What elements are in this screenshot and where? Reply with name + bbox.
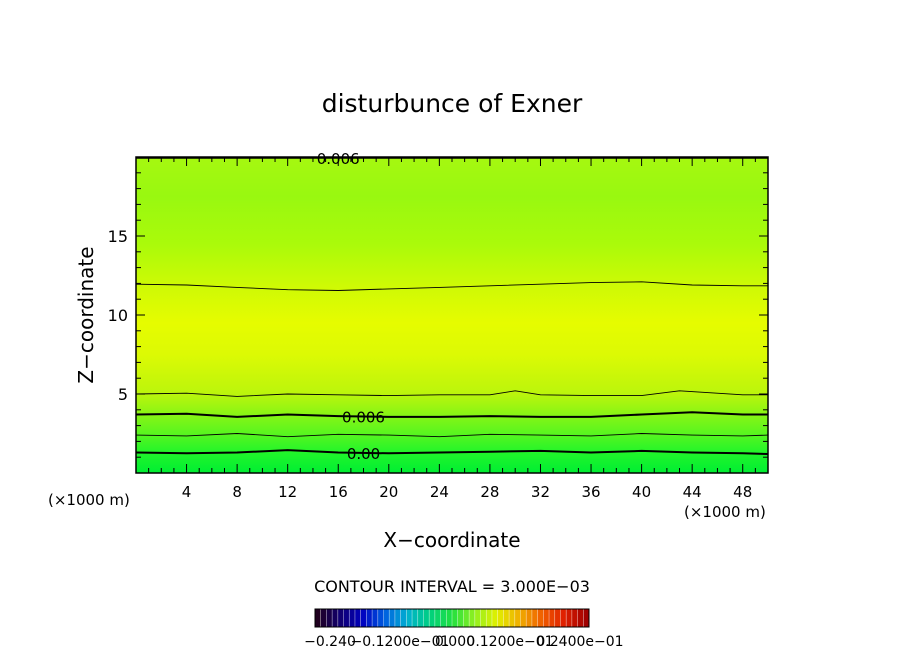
- colorbar-label: 0.1200e−01: [466, 634, 553, 650]
- colorbar-cell: [549, 609, 555, 627]
- colorbar-cell: [531, 609, 538, 627]
- x-tick-label: 20: [379, 483, 398, 501]
- colorbar: [314, 609, 589, 627]
- colorbar-cell: [320, 609, 327, 627]
- x-tick-label: 8: [232, 483, 242, 501]
- y-tick-labels: 5 10 15: [108, 227, 128, 404]
- contour-interval-text: CONTOUR INTERVAL = 3.000E−03: [314, 577, 590, 596]
- colorbar-cell: [566, 609, 572, 627]
- colorbar-cell: [560, 609, 567, 627]
- x-tick-label: 40: [632, 483, 651, 501]
- colorbar-cell: [509, 609, 515, 627]
- colorbar-cell: [457, 609, 464, 627]
- colorbar-cell: [486, 609, 492, 627]
- colorbar-cell: [337, 609, 344, 627]
- colorbar-label: −0.240: [304, 634, 356, 650]
- x-tick-label: 12: [278, 483, 297, 501]
- colorbar-cell: [480, 609, 487, 627]
- colorbar-cell: [440, 609, 447, 627]
- colorbar-cell: [497, 609, 504, 627]
- contour-line-4: [136, 281, 768, 291]
- colorbar-labels: −0.240−0.1200e−010.0000.1200e−010.2400e−…: [304, 634, 623, 650]
- y-tick-label: 5: [118, 385, 128, 404]
- colorbar-cell: [372, 609, 378, 627]
- x-tick-labels: 4 8 12 16 20 24 28 32 36 40 44 48: [182, 483, 752, 501]
- colorbar-cell: [377, 609, 384, 627]
- colorbar-cell: [332, 609, 338, 627]
- colorbar-cell: [503, 609, 510, 627]
- colorbar-cell: [394, 609, 401, 627]
- colorbar-label: −0.1200e−01: [351, 634, 450, 650]
- x-axis-label: X−coordinate: [383, 528, 520, 552]
- colorbar-cell: [491, 609, 498, 627]
- colorbar-cell: [571, 609, 578, 627]
- colorbar-cell: [326, 609, 333, 627]
- colorbar-cell: [554, 609, 561, 627]
- colorbar-cell: [469, 609, 475, 627]
- contour-line-3: [136, 390, 768, 397]
- colorbar-cell: [412, 609, 418, 627]
- colorbar-cell: [343, 609, 350, 627]
- contour-line-0: [136, 449, 768, 455]
- y-tick-label: 15: [108, 227, 128, 246]
- colorbar-cell: [520, 609, 527, 627]
- colorbar-cell: [429, 609, 435, 627]
- x-tick-label: 32: [531, 483, 550, 501]
- colorbar-cell: [400, 609, 407, 627]
- y-axis-label: Z−coordinate: [74, 246, 98, 383]
- contour-line-2: [136, 411, 768, 418]
- colorbar-cell: [366, 609, 373, 627]
- colorbar-cell: [474, 609, 481, 627]
- y-tick-label: 10: [108, 306, 128, 325]
- colorbar-cell: [452, 609, 458, 627]
- colorbar-label: 0.000: [435, 634, 475, 650]
- colorbar-cell: [389, 609, 395, 627]
- colorbar-cell: [423, 609, 430, 627]
- axis-ticks: [136, 157, 768, 473]
- colorbar-frame: [314, 608, 590, 628]
- colorbar-cell: [417, 609, 424, 627]
- contour-label-2: 0.006: [342, 409, 385, 427]
- colorbar-label: 0.2400e−01: [536, 634, 623, 650]
- colorbar-cell: [315, 609, 321, 627]
- x-tick-label: 24: [430, 483, 449, 501]
- colorbar-cell: [583, 609, 589, 627]
- colorbar-cell: [543, 609, 550, 627]
- colorbar-cell: [446, 609, 452, 627]
- colorbar-cell: [360, 609, 367, 627]
- colorbar-cell: [383, 609, 390, 627]
- x-tick-label: 28: [480, 483, 499, 501]
- colorbar-cell: [526, 609, 532, 627]
- z-unit-label: (×1000 m): [48, 491, 130, 509]
- chart-title: disturbunce of Exner: [322, 89, 583, 118]
- contour-line-1: [136, 433, 768, 438]
- colorbar-cell: [434, 609, 441, 627]
- colorbar-cell: [514, 609, 521, 627]
- x-tick-label: 44: [683, 483, 702, 501]
- x-tick-label: 16: [329, 483, 348, 501]
- x-tick-label: 36: [581, 483, 600, 501]
- colorbar-cell: [406, 609, 413, 627]
- plot-field: [136, 157, 768, 473]
- colorbar-cell: [463, 609, 470, 627]
- colorbar-cell: [349, 609, 355, 627]
- colorbar-cell: [354, 609, 361, 627]
- x-unit-label: (×1000 m): [684, 503, 766, 521]
- contour-label-0: 0.00: [347, 445, 380, 463]
- colorbar-cell: [537, 609, 544, 627]
- colorbar-cell: [577, 609, 584, 627]
- x-tick-label: 4: [182, 483, 192, 501]
- x-tick-label: 48: [733, 483, 752, 501]
